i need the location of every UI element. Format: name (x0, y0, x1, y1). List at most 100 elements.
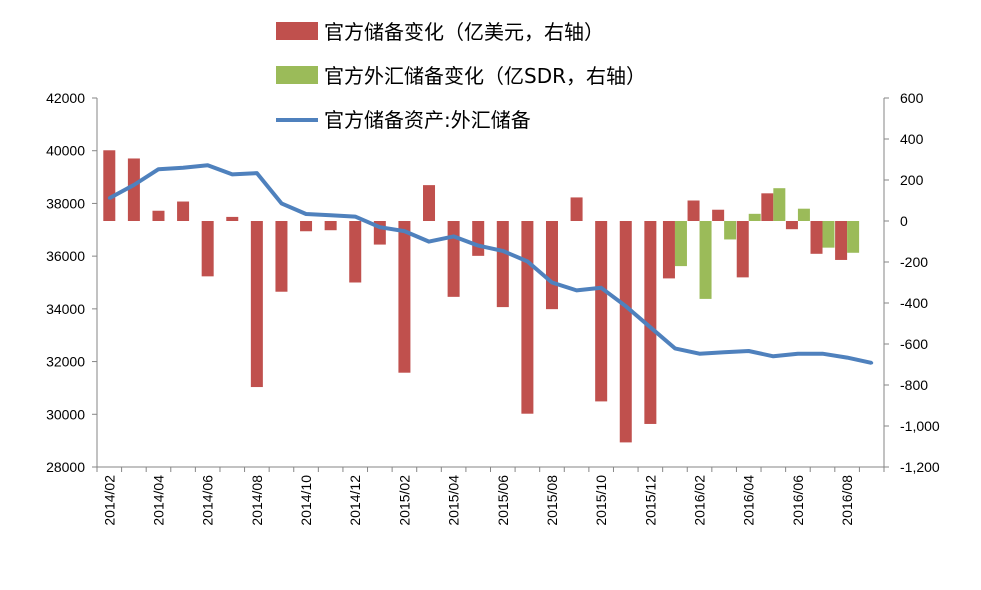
left-tick-label: 34000 (46, 301, 85, 317)
right-tick-label: 400 (900, 131, 924, 147)
left-tick-label: 32000 (46, 354, 85, 370)
bar-usd (595, 221, 608, 402)
x-tick-label: 2016/06 (790, 475, 806, 526)
fx-reserve-point (132, 183, 136, 187)
bar-usd (545, 221, 558, 310)
x-tick-label: 2016/02 (692, 475, 708, 526)
bar-usd (324, 221, 337, 231)
bar-usd (687, 200, 700, 221)
fx-reserve-point (255, 171, 259, 175)
legend-label: 官方外汇储备变化（亿SDR，右轴） (324, 64, 646, 88)
fx-reserve-point (673, 346, 677, 350)
fx-reserve-point (206, 163, 210, 167)
x-tick-label: 2016/08 (839, 475, 855, 526)
bar-usd (103, 150, 116, 221)
line-series (107, 163, 874, 365)
axes (96, 98, 885, 468)
fx-reserve-point (279, 201, 283, 205)
bar-usd (152, 210, 165, 221)
bar-usd (275, 221, 288, 292)
x-tick-label: 2015/04 (446, 475, 462, 526)
bar-usd (761, 193, 774, 221)
fx-reserve-point (156, 167, 160, 171)
fx-reserve-point (550, 281, 554, 284)
bar-usd (736, 221, 749, 278)
right-tick-label: 600 (900, 90, 924, 106)
bar-usd (300, 221, 313, 232)
bar-usd (226, 216, 239, 221)
x-tick-label: 2014/10 (298, 475, 314, 526)
bar-sdr (748, 213, 761, 221)
bar-usd (423, 185, 436, 221)
x-tick-label: 2014/08 (249, 475, 265, 526)
left-tick-label: 30000 (46, 406, 85, 422)
fx-reserve-point (575, 288, 579, 292)
fx-reserve-point (722, 350, 726, 354)
right-tick-label: -200 (900, 254, 928, 270)
left-tick-label: 36000 (46, 248, 85, 264)
right-tick-label: 200 (900, 172, 924, 188)
bar-sdr (724, 221, 737, 240)
bar-usd (349, 221, 362, 283)
x-tick-label: 2014/04 (150, 475, 166, 526)
bar-usd (447, 221, 460, 297)
fx-reserve-point (427, 240, 431, 244)
fx-reserve-point (599, 286, 603, 290)
right-axis-ticks: -1,200 -1,000 -800 -600 -400 -200 0 200 400 600 (884, 90, 940, 475)
fx-reserve-point (525, 259, 529, 263)
fx-reserve-point (821, 352, 825, 356)
x-tick-label: 2014/06 (200, 475, 216, 526)
bar-sdr (674, 221, 687, 267)
fx-reserve-point (698, 352, 702, 356)
bars (103, 150, 860, 443)
legend-swatch (276, 66, 318, 84)
bar-usd (570, 197, 583, 221)
left-tick-label: 40000 (46, 143, 85, 159)
right-tick-label: -1,000 (900, 418, 940, 434)
x-tick-label: 2015/06 (495, 475, 511, 526)
x-axis-ticks: 2014/02 2014/04 2014/06 2014/08 2014/10 2014/… (96, 467, 885, 526)
fx-reserve-point (845, 356, 849, 360)
bar-usd (201, 221, 214, 277)
x-tick-label: 2015/12 (642, 475, 658, 526)
fx-reserve-line (108, 163, 873, 365)
bar-usd (835, 221, 848, 260)
fx-reserve-point (747, 349, 751, 353)
fx-reserve-point (402, 229, 406, 233)
legend: 官方储备变化（亿美元，右轴） 官方外汇储备变化（亿SDR，右轴） 官方储备资产:外汇… (276, 20, 646, 132)
bar-sdr (822, 221, 835, 248)
bar-usd (644, 221, 657, 424)
bar-sdr (797, 208, 810, 221)
legend-label: 官方储备变化（亿美元，右轴） (324, 20, 604, 44)
left-axis-ticks: 28000 30000 32000 34000 36000 38000 40000 42000 (46, 90, 97, 475)
legend-swatch (276, 22, 318, 40)
fx-reserve-point (771, 354, 775, 358)
fx-reserve-point (624, 304, 628, 308)
bar-sdr (773, 188, 786, 221)
legend-label: 官方储备资产:外汇储备 (324, 108, 531, 132)
right-tick-label: -400 (900, 295, 928, 311)
fx-reserve-point (452, 234, 456, 238)
fx-reserve-point (353, 215, 357, 219)
fx-reserve-point (870, 361, 874, 365)
fx-reserve-point (796, 352, 800, 356)
x-tick-label: 2016/04 (741, 475, 757, 526)
x-tick-label: 2015/10 (593, 475, 609, 526)
bar-usd (619, 221, 632, 443)
fx-reserve-point (501, 249, 505, 253)
left-tick-label: 28000 (46, 459, 85, 475)
right-tick-label: -800 (900, 377, 928, 393)
bar-usd (250, 221, 263, 388)
bar-usd (472, 221, 485, 256)
fx-reserve-point (230, 172, 234, 176)
bar-usd (496, 221, 509, 308)
bar-usd (177, 201, 190, 221)
right-tick-label: -1,200 (900, 459, 940, 475)
fx-reserve-point (107, 196, 111, 200)
bar-usd (785, 221, 798, 230)
x-tick-label: 2014/12 (347, 475, 363, 526)
bar-usd (521, 221, 534, 414)
bar-usd (712, 209, 725, 221)
bar-usd (662, 221, 675, 279)
